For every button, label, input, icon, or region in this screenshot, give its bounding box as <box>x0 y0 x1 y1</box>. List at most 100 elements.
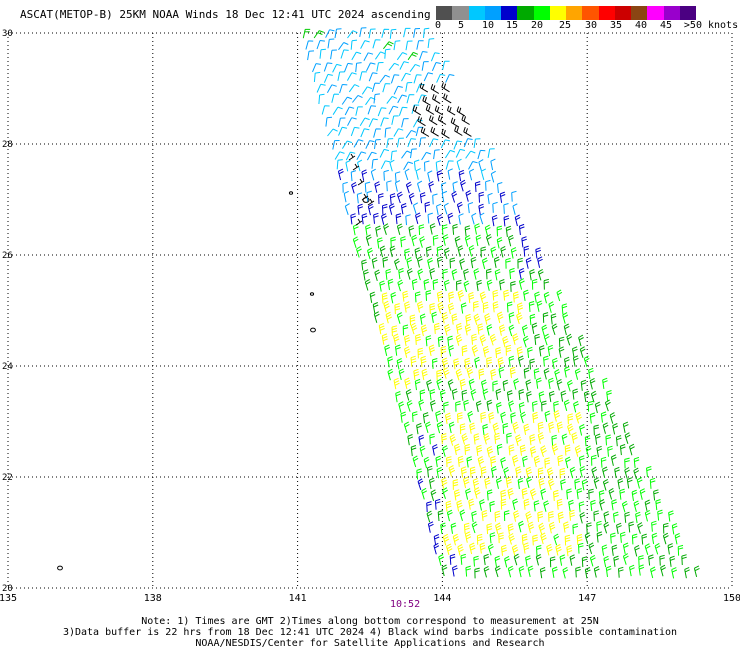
wind-barb <box>499 191 506 203</box>
colorbar-label: 15 <box>505 20 519 31</box>
wind-barb <box>426 379 432 392</box>
wind-barb <box>502 423 509 434</box>
wind-barb <box>386 138 394 148</box>
wind-barb <box>618 566 624 578</box>
wind-barb <box>407 434 414 446</box>
wind-barb <box>412 202 419 215</box>
wind-barb <box>479 212 485 225</box>
wind-barb <box>491 214 498 227</box>
wind-barb <box>473 313 481 326</box>
wind-barb <box>394 171 401 183</box>
wind-barb <box>648 554 654 566</box>
wind-barb <box>446 509 453 522</box>
island-outline <box>309 292 315 296</box>
wind-barb <box>548 421 555 433</box>
wind-barb <box>430 126 439 137</box>
wind-barb <box>566 545 573 557</box>
wind-barb <box>455 148 466 158</box>
wind-barb <box>562 566 569 579</box>
wind-barb <box>503 289 510 301</box>
wind-barb <box>411 234 418 247</box>
wind-barb <box>368 118 378 128</box>
wind-barb <box>580 379 587 391</box>
wind-barb <box>425 290 432 301</box>
wind-barb <box>563 323 570 336</box>
wind-barb <box>511 190 517 202</box>
wind-barb <box>538 522 545 535</box>
wind-barb <box>418 137 426 147</box>
wind-barb <box>470 256 477 269</box>
wind-barb <box>441 477 448 489</box>
wind-barb <box>503 203 509 214</box>
wind-barb <box>644 543 651 555</box>
wind-barb <box>518 389 525 401</box>
wind-barb <box>536 377 542 389</box>
wind-barb <box>509 267 515 280</box>
wind-barb <box>465 565 472 577</box>
wind-barb <box>551 566 558 578</box>
wind-barb <box>575 411 582 424</box>
wind-barb <box>395 213 402 225</box>
wind-barb <box>419 192 426 204</box>
wind-barb <box>461 389 468 401</box>
wind-barb <box>452 565 458 577</box>
wind-barb <box>636 477 643 489</box>
wind-barb <box>657 509 663 521</box>
wind-barb <box>607 445 613 457</box>
colorbar-label: 5 <box>457 20 465 31</box>
wind-barb <box>566 333 573 346</box>
wind-barb <box>419 236 426 248</box>
wind-barb <box>341 96 353 105</box>
wind-barb <box>369 291 376 303</box>
wind-barb <box>655 499 661 511</box>
wind-barb <box>482 388 489 401</box>
wind-barb <box>422 412 429 424</box>
wind-barb <box>633 500 640 513</box>
wind-barb <box>473 433 480 445</box>
wind-barb <box>537 421 544 433</box>
wind-barb <box>445 500 452 512</box>
wind-barb <box>404 248 410 260</box>
wind-barb <box>416 256 423 268</box>
wind-barb <box>471 521 478 534</box>
wind-barb <box>548 521 556 534</box>
colorbar-segment <box>452 6 469 20</box>
island-outline <box>288 191 294 195</box>
lon-tick-label: 141 <box>289 593 307 604</box>
wind-barb <box>517 257 523 269</box>
wind-barb <box>482 345 490 358</box>
wind-barb <box>543 500 550 512</box>
wind-barb <box>381 213 387 225</box>
wind-barb <box>466 366 474 379</box>
wind-barb <box>567 379 573 392</box>
colorbar-segment <box>679 6 696 20</box>
wind-barb <box>486 399 493 411</box>
wind-barb <box>411 278 418 290</box>
wind-barb <box>357 203 364 215</box>
wind-barb <box>531 322 538 334</box>
wind-barb <box>523 423 530 435</box>
wind-barb <box>427 170 433 182</box>
colorbar-label: 35 <box>609 20 623 31</box>
wind-barb <box>432 94 441 105</box>
islands <box>57 191 370 571</box>
wind-barb <box>378 322 385 335</box>
wind-barb <box>390 236 396 248</box>
wind-barb <box>394 258 400 271</box>
wind-barb <box>628 521 634 533</box>
wind-barb <box>634 544 640 557</box>
wind-barb <box>365 234 372 246</box>
wind-barb <box>440 139 451 149</box>
colorbar-label: 30 <box>584 20 598 31</box>
wind-barb <box>460 553 467 565</box>
wind-barb <box>604 399 611 412</box>
wind-barb <box>379 74 391 83</box>
wind-barb <box>572 388 579 400</box>
wind-barb <box>496 443 503 455</box>
wind-barb <box>405 40 413 51</box>
wind-barb <box>473 138 481 148</box>
wind-barb <box>578 542 584 554</box>
wind-barb <box>410 355 417 367</box>
wind-barb <box>511 544 519 557</box>
wind-barb <box>370 168 376 181</box>
